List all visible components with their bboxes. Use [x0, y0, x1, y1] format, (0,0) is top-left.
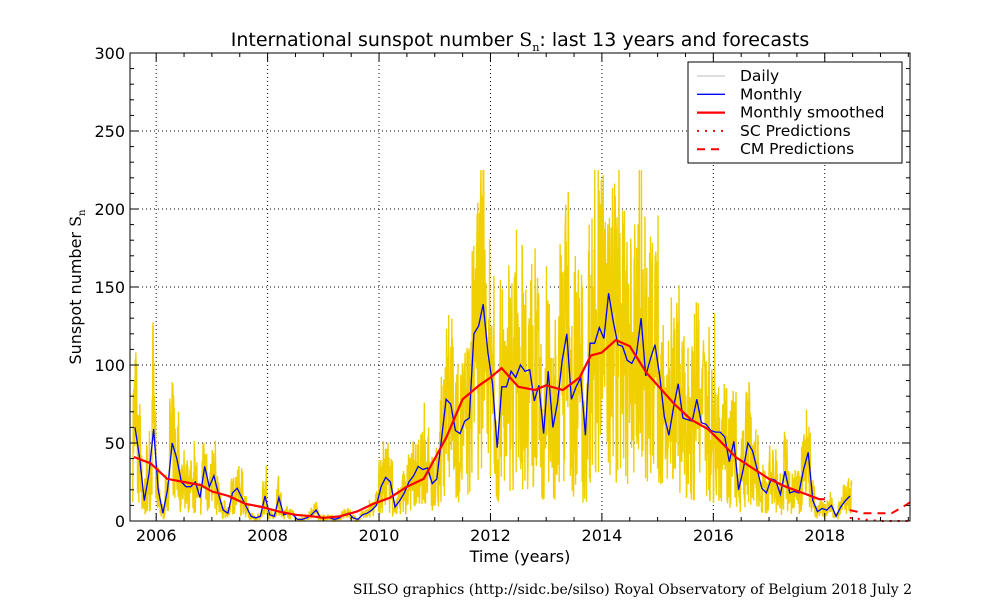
x-tick-label: 2012 [470, 526, 511, 545]
legend-label: Daily [740, 67, 779, 85]
smoothed-series [133, 338, 825, 520]
y-tick-label: 300 [94, 44, 125, 63]
y-tick-label: 150 [94, 278, 125, 297]
y-tick-label: 250 [94, 122, 125, 141]
cm-predictions-series [849, 501, 911, 515]
legend-label: Monthly smoothed [740, 104, 884, 122]
legend-label: SC Predictions [740, 122, 851, 140]
y-tick-label: 0 [115, 512, 125, 531]
x-tick-label: 2014 [582, 526, 623, 545]
y-tick-label: 100 [94, 356, 125, 375]
x-tick-label: 2018 [804, 526, 845, 545]
footer-credit: SILSO graphics (http://sidc.be/silso) Ro… [353, 582, 912, 598]
chart-title: International sunspot number Sn: last 13… [231, 29, 810, 54]
x-tick-label: 2010 [359, 526, 400, 545]
daily-series [132, 169, 853, 524]
x-axis-label: Time (years) [469, 547, 571, 566]
x-tick-label: 2016 [693, 526, 734, 545]
y-tick-label: 50 [105, 434, 125, 453]
x-tick-label: 2008 [247, 526, 288, 545]
legend-label: Monthly [740, 85, 802, 103]
daily-line [132, 169, 853, 524]
monthly-series [134, 293, 851, 521]
y-tick-label: 200 [94, 200, 125, 219]
axis-ticks: 2006 2008 2010 2012 2014 2016 2018 0 50 100 150 200… [94, 44, 910, 545]
x-tick-label: 2006 [136, 526, 177, 545]
sc-predictions-series [849, 516, 910, 522]
legend-label: CM Predictions [740, 140, 854, 158]
y-axis-label: Sunspot number Sn [66, 209, 88, 365]
